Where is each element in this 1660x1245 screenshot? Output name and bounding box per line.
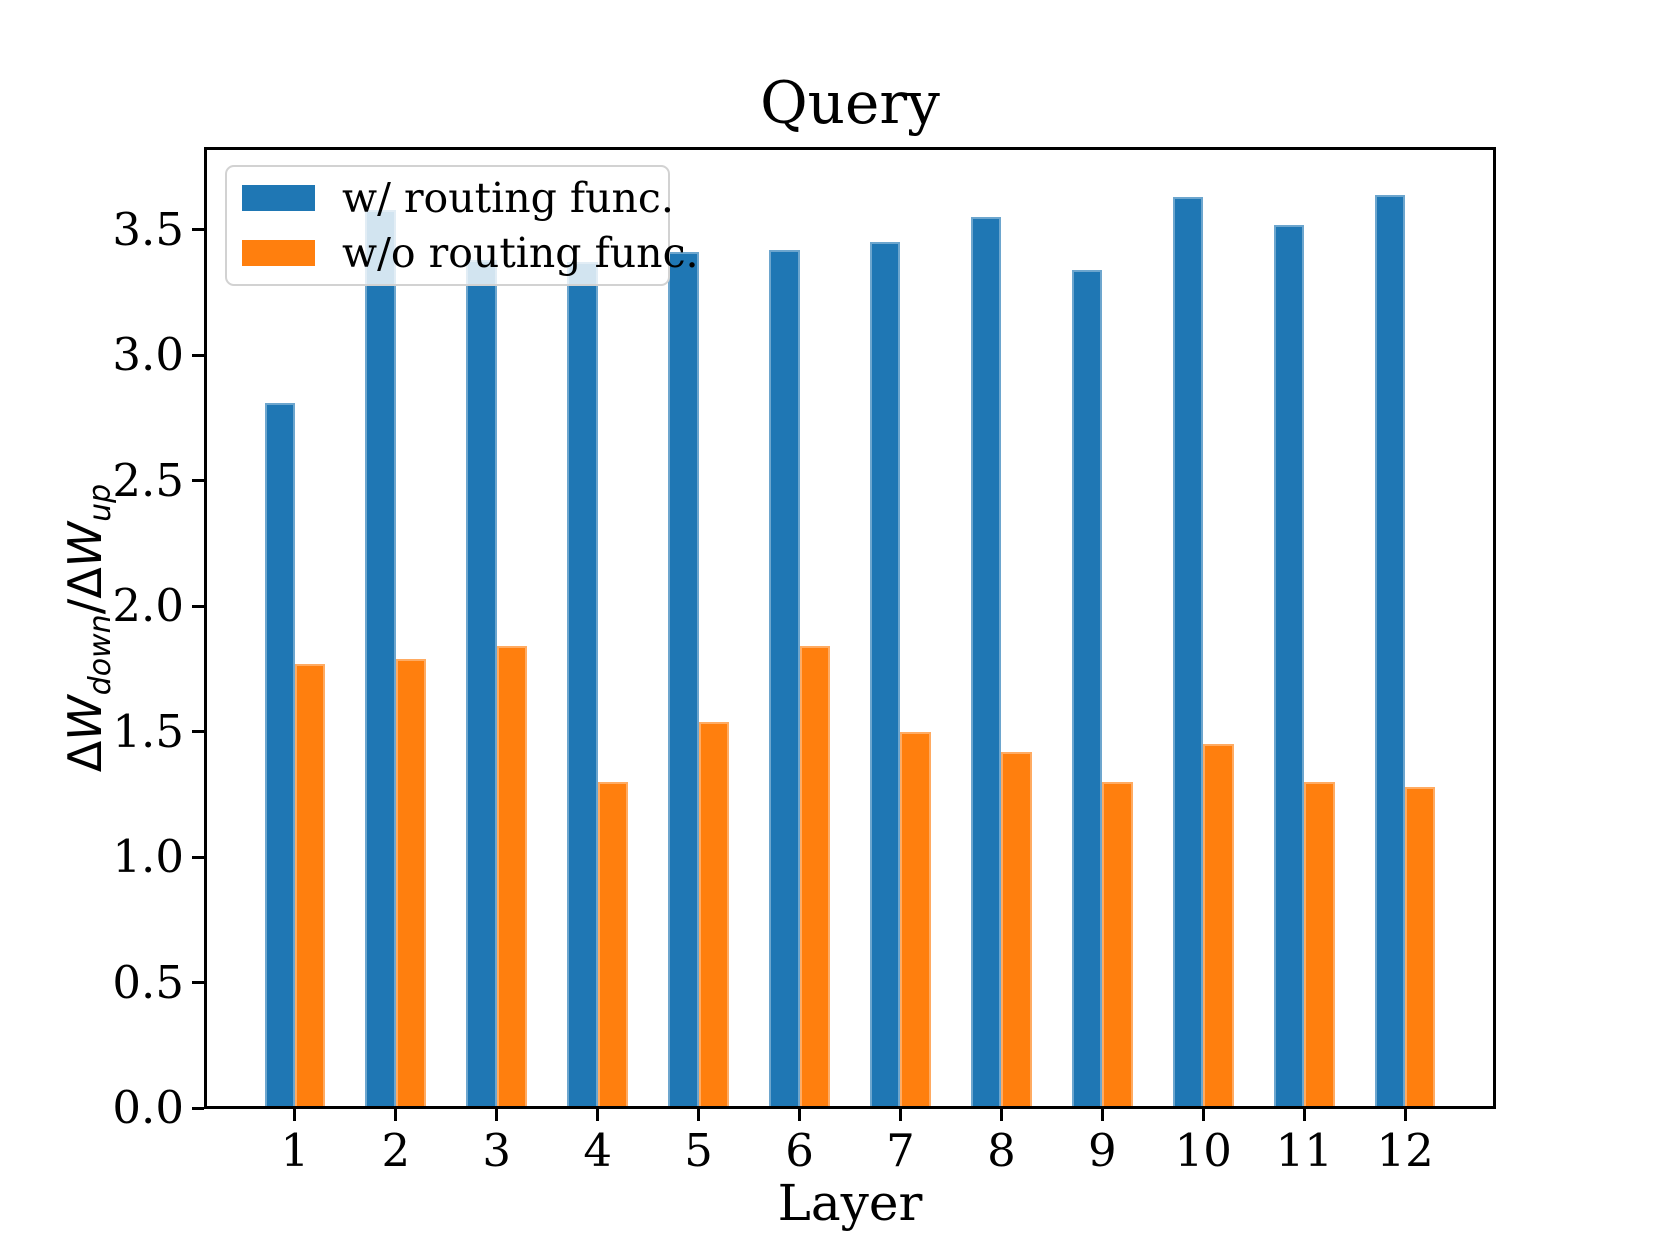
y-tick-label: 3.0 [112, 328, 184, 382]
x-tick [293, 1109, 297, 1121]
y-axis-label: ΔWdown/ΔWup [58, 484, 118, 772]
x-tick [1302, 1109, 1306, 1121]
bar-series0-layer5 [668, 252, 699, 1108]
x-tick-label: 7 [886, 1124, 915, 1177]
y-tick [192, 353, 204, 357]
top-spine [204, 147, 1496, 150]
legend-swatch-with-routing [242, 185, 315, 211]
x-tick [697, 1109, 701, 1121]
bar-series1-layer8 [1001, 751, 1032, 1108]
bar-series1-layer10 [1203, 744, 1234, 1108]
x-tick-label: 5 [684, 1124, 713, 1177]
x-tick-label: 4 [583, 1124, 612, 1177]
bar-series1-layer5 [698, 721, 729, 1108]
y-tick-label: 2.5 [112, 453, 184, 507]
legend-row: w/o routing func. [242, 232, 699, 274]
y-tick [192, 479, 204, 483]
bar-series0-layer6 [769, 249, 800, 1108]
bar-series1-layer9 [1102, 781, 1133, 1108]
y-tick [192, 228, 204, 232]
ylabel-slash: / [58, 598, 112, 615]
x-tick-label: 3 [482, 1124, 512, 1177]
bar-series0-layer3 [466, 259, 497, 1108]
bar-series1-layer12 [1405, 786, 1436, 1108]
x-tick-label: 1 [280, 1124, 310, 1177]
x-tick [798, 1109, 802, 1121]
y-tick [192, 1106, 204, 1110]
x-tick-label: 8 [987, 1124, 1016, 1177]
ylabel-w2: W [58, 521, 112, 568]
x-tick-label: 6 [785, 1124, 814, 1177]
y-tick-label: 0.5 [112, 955, 184, 1009]
y-tick-label: 1.5 [112, 704, 184, 758]
y-tick [192, 981, 204, 985]
x-tick [1100, 1109, 1104, 1121]
bar-series0-layer7 [870, 242, 901, 1108]
bar-series0-layer1 [264, 402, 295, 1108]
ylabel-w: W [58, 695, 112, 741]
bar-series1-layer3 [496, 646, 527, 1108]
x-tick [394, 1109, 398, 1121]
y-tick [192, 855, 204, 859]
x-tick-label: 9 [1088, 1124, 1117, 1177]
bar-series1-layer2 [395, 658, 427, 1108]
bar-series0-layer8 [971, 217, 1002, 1108]
x-tick-label: 10 [1174, 1124, 1232, 1177]
bar-series0-layer12 [1374, 194, 1406, 1108]
y-tick-label: 2.0 [112, 579, 184, 633]
bar-series1-layer6 [799, 646, 830, 1108]
bar-series1-layer7 [900, 731, 931, 1108]
bottom-spine [204, 1106, 1496, 1109]
x-tick [898, 1109, 902, 1121]
bar-series0-layer11 [1273, 224, 1305, 1108]
bar-series0-layer9 [1072, 269, 1103, 1108]
bar-series0-layer10 [1173, 197, 1204, 1108]
x-tick [1403, 1109, 1407, 1121]
x-tick-label: 11 [1275, 1124, 1333, 1177]
legend-label-without-routing: w/o routing func. [342, 228, 699, 277]
x-tick [596, 1109, 600, 1121]
y-tick [192, 730, 204, 734]
ylabel-delta2: Δ [58, 567, 112, 599]
x-tick-label: 12 [1376, 1124, 1434, 1177]
legend-row: w/ routing func. [242, 177, 674, 219]
legend: w/ routing func. w/o routing func. [225, 165, 699, 286]
bar-series1-layer11 [1304, 781, 1335, 1108]
bar-series1-layer1 [294, 663, 326, 1108]
x-tick [1201, 1109, 1205, 1121]
ylabel-delta: Δ [58, 740, 112, 773]
x-axis-label: Layer [777, 1174, 923, 1232]
bar-series1-layer4 [597, 781, 628, 1108]
right-spine [1493, 147, 1496, 1109]
chart-title: Query [760, 69, 940, 137]
left-spine [204, 147, 207, 1109]
bar-series0-layer4 [567, 262, 598, 1108]
y-tick-label: 1.0 [112, 830, 184, 884]
plot-area [206, 149, 1494, 1108]
x-tick [495, 1109, 499, 1121]
legend-label-with-routing: w/ routing func. [342, 173, 674, 222]
x-tick-label: 2 [381, 1124, 411, 1177]
y-tick [192, 604, 204, 608]
x-tick [999, 1109, 1003, 1121]
y-tick-label: 3.5 [112, 202, 184, 256]
ylabel-sub-down: down [83, 614, 118, 696]
y-tick-label: 0.0 [112, 1081, 184, 1134]
ylabel-sub-up: up [83, 483, 118, 522]
legend-swatch-without-routing [242, 240, 315, 266]
bar-series0-layer2 [365, 209, 396, 1108]
